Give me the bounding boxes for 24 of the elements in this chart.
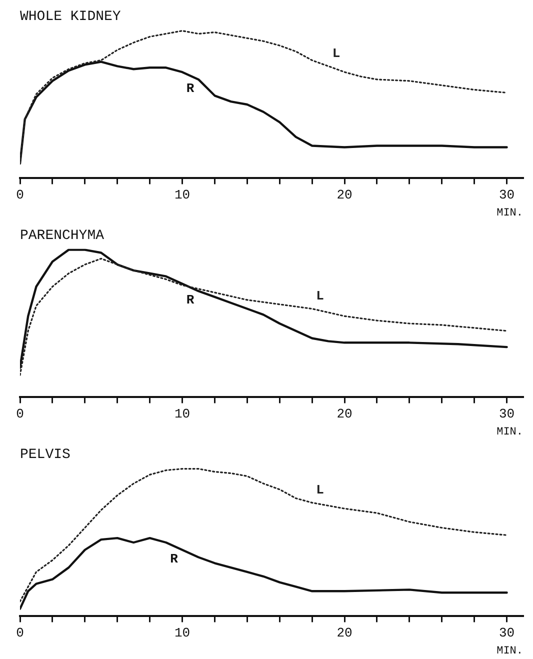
series-label: R [186, 292, 194, 308]
x-tick-label: 0 [16, 406, 24, 422]
chart-title: PARENCHYMA [20, 228, 105, 244]
x-axis-title: MIN. [496, 207, 523, 220]
series-label: L [332, 46, 340, 61]
x-tick-label: 10 [174, 187, 190, 202]
x-tick-label: 10 [174, 406, 190, 422]
x-tick-label: 10 [174, 625, 190, 640]
x-tick-label: 0 [16, 187, 24, 202]
x-axis-title: MIN. [496, 426, 523, 438]
series-label: R [170, 551, 178, 566]
x-axis-title: MIN. [496, 645, 523, 658]
series-label: L [316, 288, 324, 304]
chart-title: PELVIS [20, 447, 70, 464]
x-tick-label: 0 [16, 625, 24, 640]
series-label: R [186, 80, 194, 96]
series-label: L [316, 482, 324, 498]
x-tick-label: 20 [336, 406, 352, 422]
x-tick-label: 30 [498, 187, 515, 202]
chart-title: WHOLE KIDNEY [20, 9, 122, 26]
x-tick-label: 30 [498, 625, 515, 640]
x-tick-label: 20 [336, 625, 352, 640]
x-tick-label: 20 [336, 187, 352, 202]
x-tick-label: 30 [498, 406, 515, 422]
